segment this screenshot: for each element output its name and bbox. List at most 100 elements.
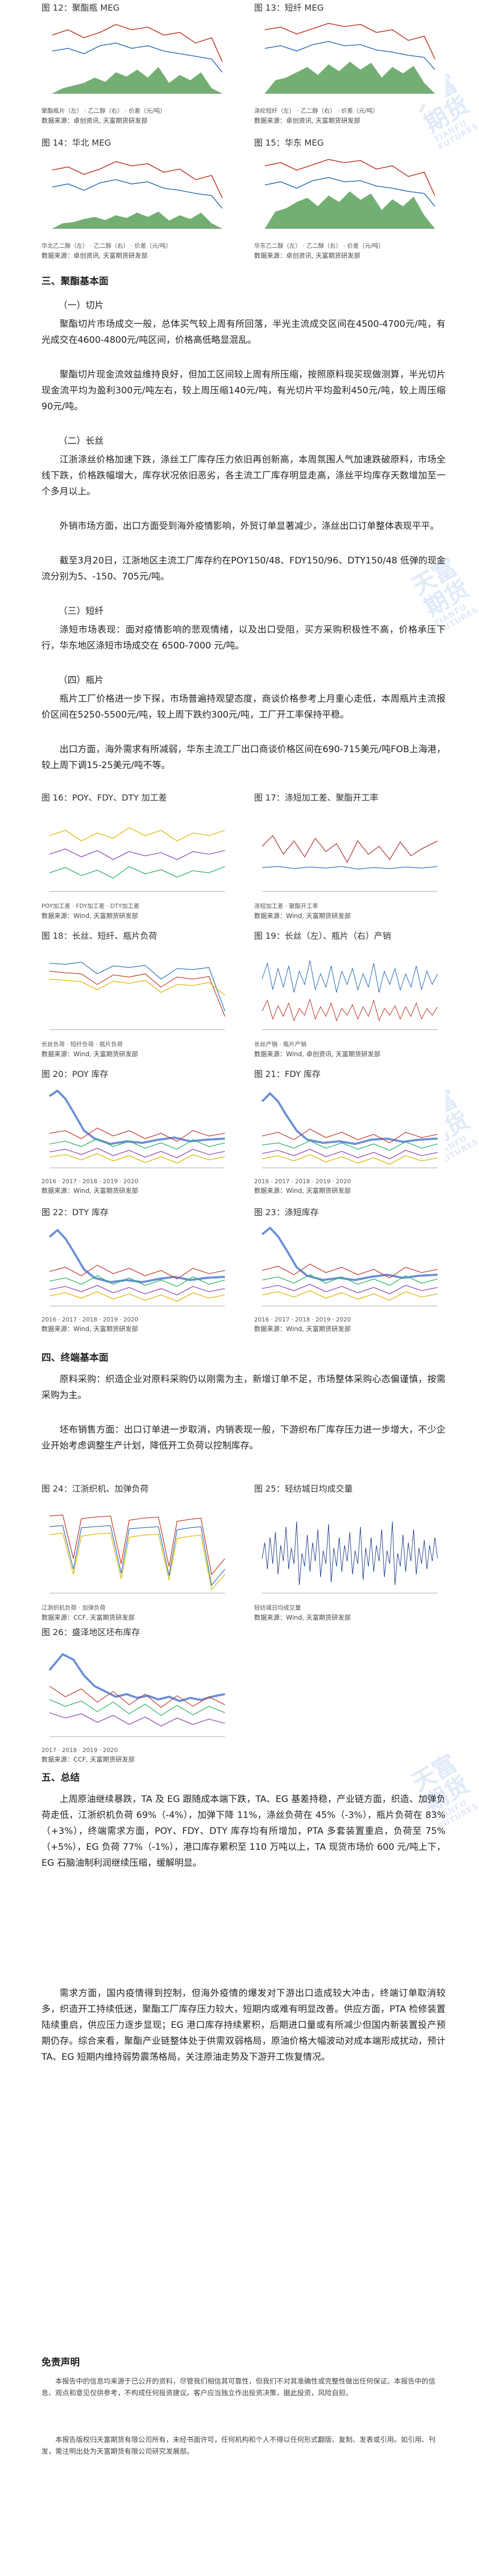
paragraph: 江浙涤丝价格加速下跌，涤丝工厂库存压力依旧再创新高，本周氛围人气加速跌破原料，市… (41, 454, 446, 497)
figure-title: 图 22：DTY 库存 (41, 1207, 109, 1217)
figure-19: 图 19：长丝（左）、瓶片（右）产销 长丝产销 · 瓶片产销 数据来源：Wind… (254, 930, 446, 1058)
legend-item: 乙二醇（右） (300, 107, 336, 114)
chart-area-spread (41, 14, 233, 104)
legend-item: 2017 (62, 1316, 77, 1323)
chart-lines (41, 1218, 233, 1314)
figure-22: 图 22：DTY 库存 2016 · 2017 · 2018 · 2019 · … (41, 1207, 233, 1333)
legend-item: 华东乙二醇（左） (254, 242, 301, 249)
legend-item: 2016 (41, 1316, 56, 1323)
series-line-a (264, 23, 435, 60)
legend-item: 加弹负荷 (82, 1604, 106, 1611)
series-line-b (264, 177, 435, 207)
series-line (261, 1092, 438, 1146)
legend-item: POY加工差 (41, 903, 71, 910)
figure-source: 数据来源：Wind, 天富期货研发部 (254, 1187, 351, 1194)
figure-13: 图 13：短纤 MEG 涤纶短纤（左） · 乙二醇（右） · 价差（元/吨） 数… (254, 2, 446, 125)
series-line (49, 1127, 225, 1142)
legend-item: 瓶片产销 (283, 1041, 307, 1048)
series-line-b (264, 41, 435, 70)
legend-item: 2020 (123, 1316, 138, 1323)
legend-item: 2020 (103, 1747, 118, 1754)
figure-title: 图 25：轻纺城日均成交量 (254, 1484, 353, 1494)
legend-item: 乙二醇（右） (88, 107, 123, 114)
figure-18: 图 18：长丝、短纤、瓶片负荷 长丝负荷 · 短纤负荷 · 瓶片负荷 数据来源：… (41, 930, 233, 1058)
series-line (49, 962, 225, 1012)
section-heading: 四、终端基本面 (41, 1352, 108, 1363)
chart-lines (254, 1080, 446, 1176)
figure-source: 数据来源：Wind, 天富期货研发部 (254, 1614, 351, 1621)
disclaimer-paragraph: 本报告中的信息均来源于已公开的资料，尽管我们相信其可靠性，但我们不对其准确性或完… (41, 2378, 436, 2397)
legend-item: 2020 (336, 1316, 351, 1323)
chart-lines (41, 1080, 233, 1176)
legend-item: 涤纶短纤（左） (254, 107, 295, 114)
figure-source: 数据来源：Wind, 天富期货研发部 (254, 1325, 351, 1333)
figure-title: 图 16：POY、FDY、DTY 加工差 (41, 793, 167, 803)
series-line (262, 1149, 438, 1159)
figure-25: 图 25：轻纺城日均成交量 轻纺城日均成交量 数据来源：Wind, 天富期货研发… (254, 1483, 446, 1622)
series-line (48, 1228, 225, 1284)
figure-14: 图 14：华北 MEG 华北乙二醇（左） · 乙二醇（右） · 价差（元/吨） … (41, 137, 233, 260)
figure-title: 图 20：POY 库存 (41, 1069, 108, 1079)
series-line (48, 1089, 225, 1146)
legend-item: 2018 (82, 1178, 97, 1185)
subsection-heading: （四）瓶片 (58, 675, 104, 686)
paragraph: 聚酯切片现金流效益维持良好，但加工区间较上周有所压缩，按照原料现买现做测算，半光… (41, 369, 446, 412)
legend-item: 2016 (254, 1178, 269, 1185)
legend-item: 乙二醇（右） (306, 242, 342, 249)
figure-16: 图 16：POY、FDY、DTY 加工差 POY加工差 · FDY加工差 · D… (41, 792, 233, 920)
figure-title: 图 18：长丝、短纤、瓶片负荷 (41, 931, 157, 941)
figure-source: 数据来源：Wind, 天富期货研发部 (41, 1187, 138, 1194)
paragraph: 截至3月20日，江浙地区主流工厂库存约在POY150/48、FDY150/96、… (41, 555, 446, 582)
figure-title: 图 26：盛泽地区坯布库存 (41, 1627, 140, 1637)
legend-item: 轻纺城日均成交量 (254, 1604, 301, 1611)
chart-lines (41, 1638, 233, 1745)
legend-item: 2018 (62, 1747, 77, 1754)
chart-lines (41, 1495, 233, 1601)
legend-item: 乙二醇（右） (94, 242, 129, 249)
series-line (262, 1274, 438, 1286)
figure-15: 图 15：华东 MEG 华东乙二醇（左） · 乙二醇（右） · 价差（元/吨） … (254, 137, 446, 260)
figure-17: 图 17：涤短加工差、聚酯开工率 涤短加工差 · 聚酯开工率 数据来源：Wind… (254, 792, 446, 920)
figure-source: 数据来源：卓创资讯, 天富期货研发部 (254, 252, 360, 259)
series-line (49, 1525, 225, 1586)
disclaimer-heading: 免责声明 (41, 2357, 80, 2368)
paragraph: 上周原油继续暴跌，TA 及 EG 跟随成本端下跌，TA、EG 基差持稳，产业链方… (41, 1794, 446, 1868)
subsection-heading: （二）长丝 (58, 436, 104, 447)
disclaimer-paragraph: 本报告版权归天富期货有限公司所有，未经书面许可，任何机构和个人不得以任何形式翻版… (41, 2436, 436, 2456)
paragraph: 聚酯切片市场成交一般，总体买气较上周有所回落，半光主流成交区间在4500-470… (41, 319, 446, 346)
figure-source: 数据来源：Wind, 卓创资讯, 天富期货研发部 (254, 1050, 381, 1058)
chart-lines (41, 804, 233, 899)
series-line (48, 1653, 225, 1703)
series-line (49, 848, 225, 860)
figure-title: 图 19：长丝（左）、瓶片（右）产销 (254, 931, 391, 941)
figure-source: 数据来源：Wind, 天富期货研发部 (254, 912, 351, 920)
series-line (49, 971, 225, 1017)
legend-item: DTY加工差 (110, 903, 140, 910)
series-line-a (52, 161, 223, 198)
series-line (49, 1699, 225, 1716)
series-line (262, 1154, 438, 1165)
legend-item: 2019 (315, 1178, 331, 1185)
figure-20: 图 20：POY 库存 2016 · 2017 · 2018 · 2019 · … (41, 1068, 233, 1195)
series-line (49, 1712, 225, 1727)
spread-area (52, 67, 222, 94)
series-line (49, 979, 225, 996)
chart-area-spread (254, 14, 446, 104)
paragraph: 瓶片工厂价格进一步下探，市场普遍持观望态度，商谈价格参考上月重心走低，本周瓶片主… (41, 694, 446, 720)
legend-item: 2020 (123, 1178, 138, 1185)
figure-source: 数据来源：卓创资讯, 天富期货研发部 (41, 252, 148, 259)
figure-source: 数据来源：Wind, 天富期货研发部 (41, 912, 138, 920)
series-line-b (52, 179, 223, 209)
series-line (49, 866, 225, 879)
section-heading: 三、聚酯基本面 (41, 276, 108, 287)
chart-lines (254, 942, 446, 1038)
legend-item: 价差（元/吨） (129, 107, 166, 114)
series-line (49, 1148, 225, 1158)
figure-title: 图 15：华东 MEG (254, 138, 324, 148)
series-line (49, 827, 225, 841)
legend-item: 2016 (254, 1316, 269, 1323)
figure-26: 图 26：盛泽地区坯布库存 2017 · 2018 · 2019 · 2020 … (41, 1627, 233, 1764)
paragraph: 出口方面，海外需求有所减弱，华东主流工厂出口商谈价格区间在690-715美元/吨… (41, 744, 446, 771)
legend-item: 2017 (274, 1178, 290, 1185)
series-line (262, 866, 438, 870)
